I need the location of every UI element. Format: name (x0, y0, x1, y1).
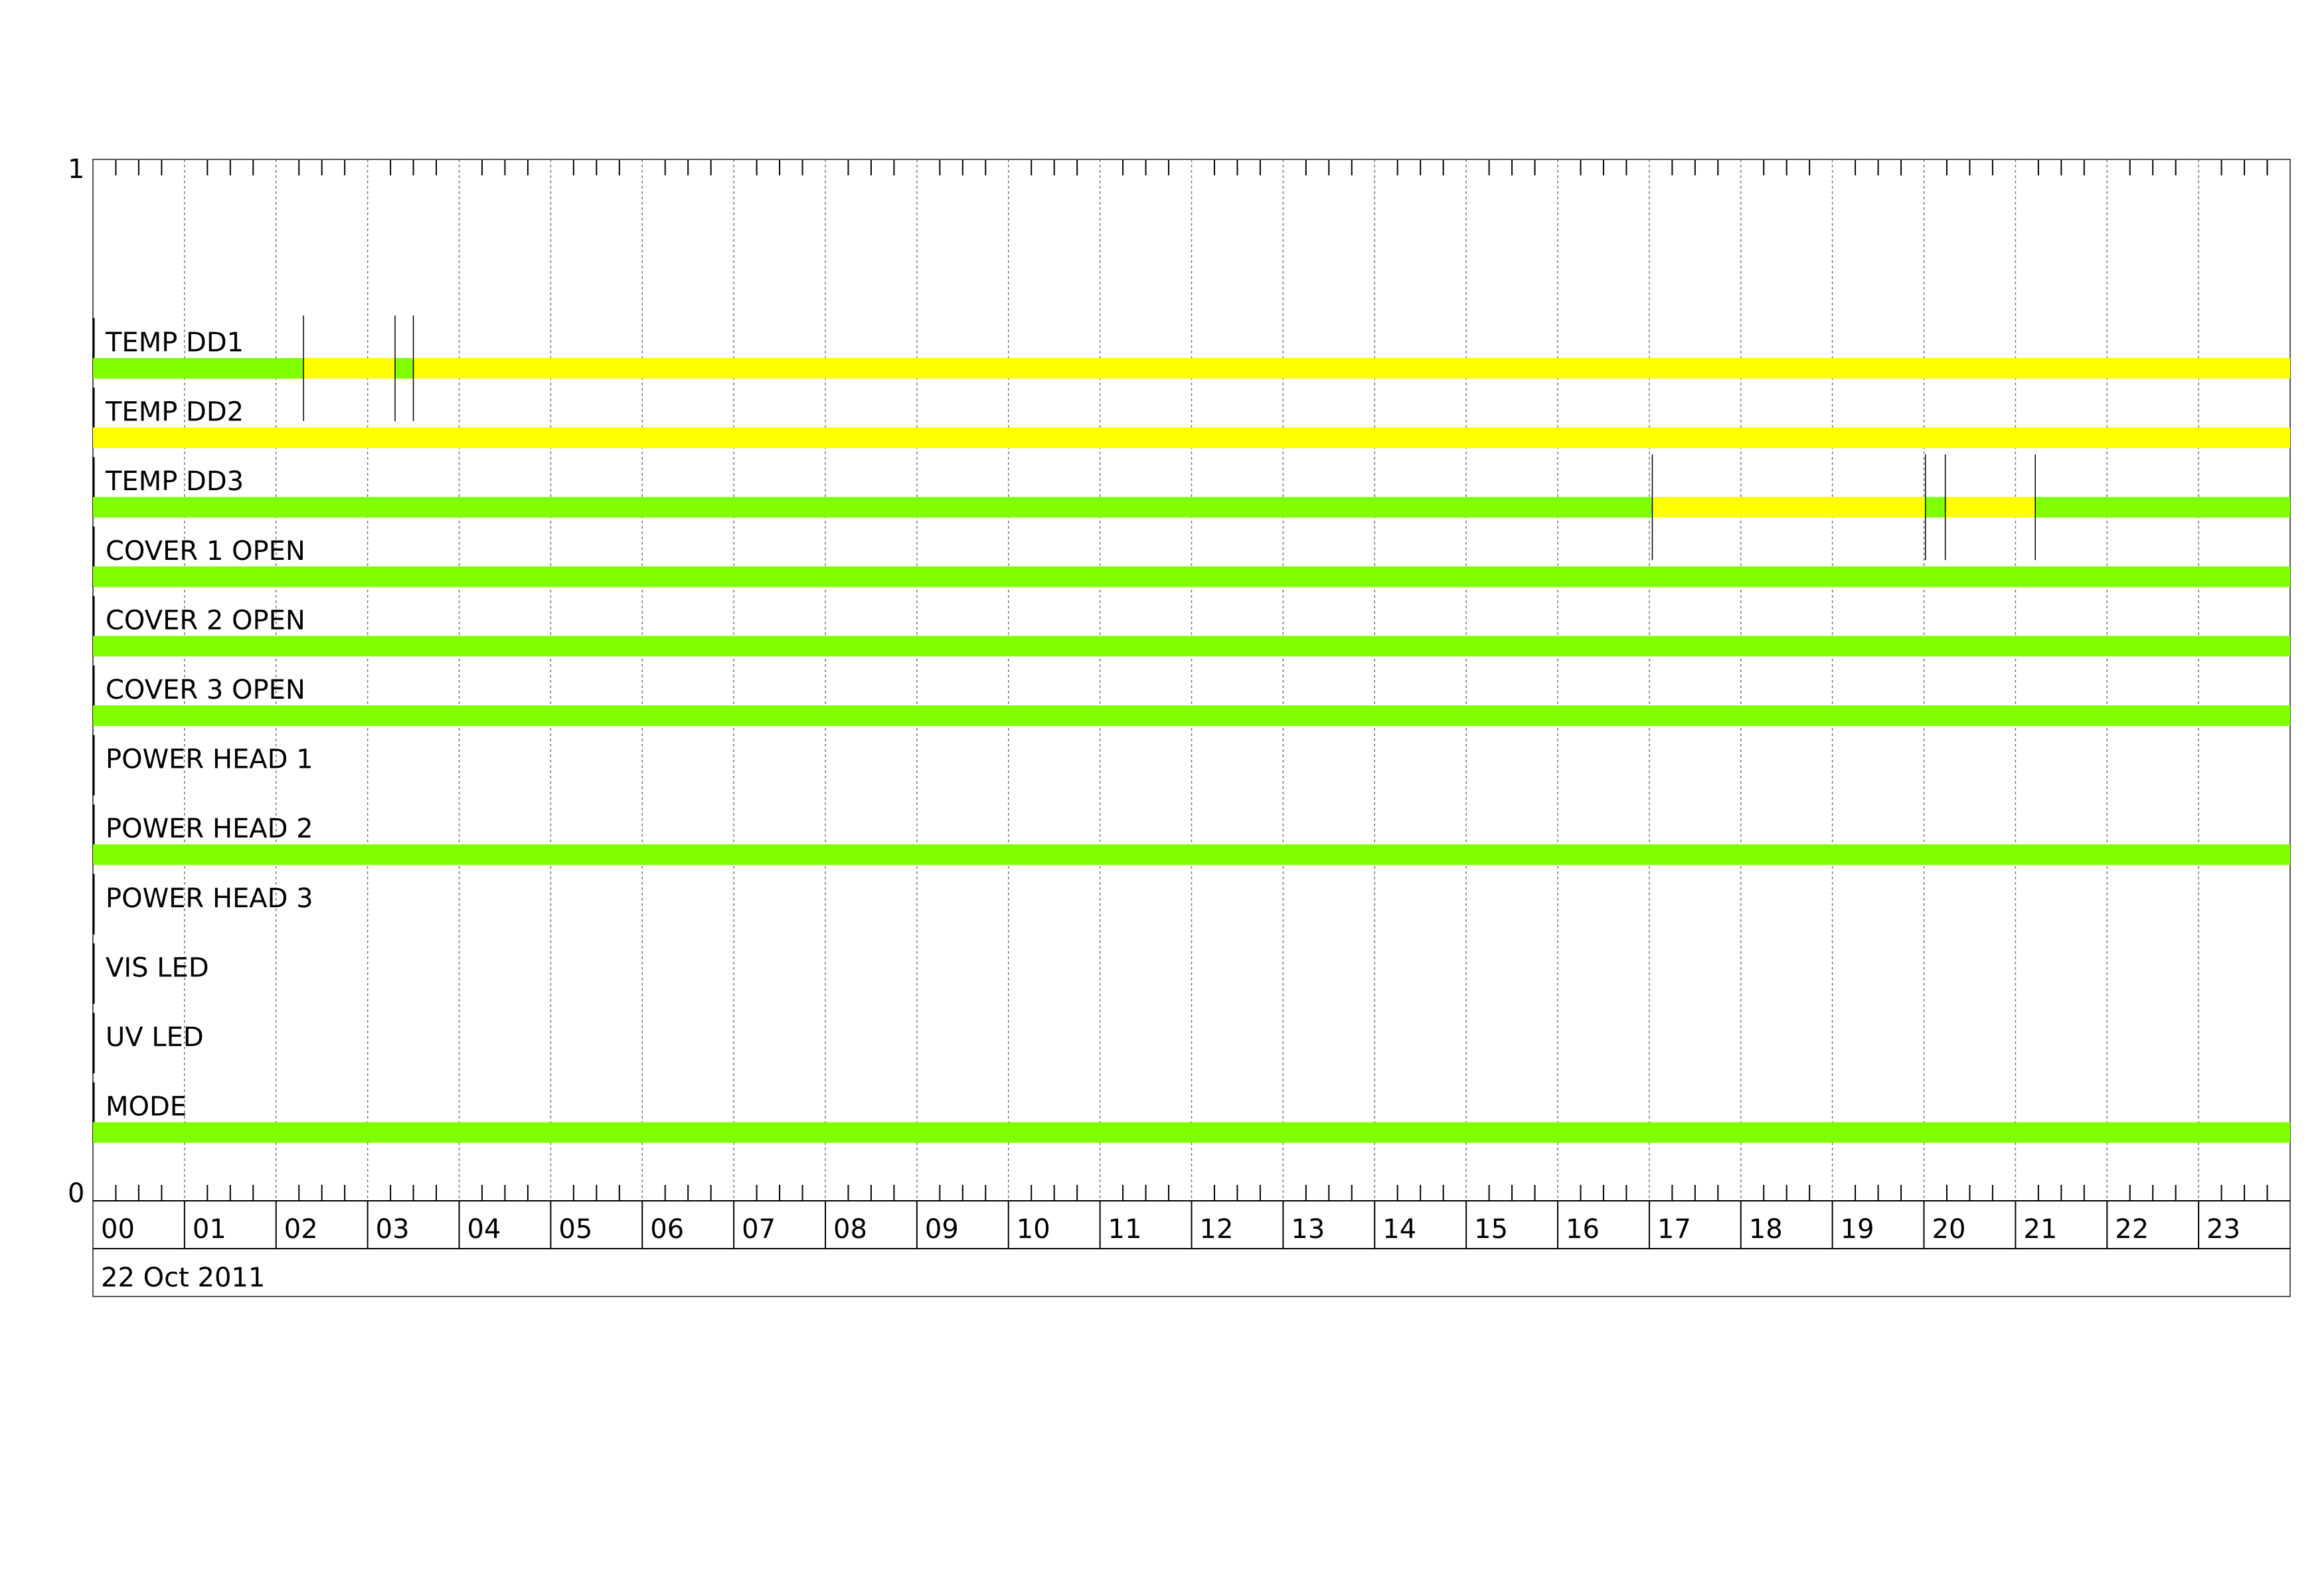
x-tick-label: 01 (193, 1214, 226, 1245)
state-segment (93, 844, 2290, 865)
state-segment (394, 358, 414, 379)
plot-frame (92, 159, 2291, 1297)
row-label: UV LED (106, 1022, 204, 1053)
x-tick-label: 06 (650, 1214, 684, 1245)
x-tick-label: 17 (1657, 1214, 1691, 1245)
x-tick-label: 18 (1749, 1214, 1783, 1245)
row-label: TEMP DD1 (105, 327, 244, 358)
x-tick-label: 22 (2115, 1214, 2149, 1245)
state-segment (93, 705, 2290, 726)
y-tick-1: 1 (68, 154, 84, 185)
state-segment (93, 497, 1653, 518)
state-segment (2035, 497, 2290, 518)
date-label: 22 Oct 2011 (101, 1263, 265, 1293)
row-label: COVER 2 OPEN (106, 605, 305, 636)
x-tick-label: 23 (2206, 1214, 2240, 1245)
state-segment (93, 1122, 2290, 1143)
state-segment (303, 358, 395, 379)
x-tick-label: 16 (1566, 1214, 1600, 1245)
x-tick-label: 21 (2023, 1214, 2057, 1245)
row-label: POWER HEAD 3 (106, 883, 313, 914)
state-segment (1652, 497, 1926, 518)
row-label: TEMP DD2 (105, 397, 244, 428)
x-tick-label: 07 (742, 1214, 776, 1245)
x-tick-label: 12 (1200, 1214, 1234, 1245)
x-tick-label: 14 (1382, 1214, 1416, 1245)
x-tick-label: 13 (1291, 1214, 1325, 1245)
x-tick-label: 09 (925, 1214, 959, 1245)
x-tick-label: 20 (1932, 1214, 1966, 1245)
state-segment (93, 566, 2290, 587)
row-label: COVER 1 OPEN (106, 536, 305, 567)
state-segment (93, 427, 2290, 448)
x-tick-label: 05 (558, 1214, 592, 1245)
x-tick-label: 00 (101, 1214, 135, 1245)
row-label: MODE (106, 1092, 187, 1122)
state-segment (413, 358, 2290, 379)
state-segment (93, 636, 2290, 657)
x-tick-label: 10 (1017, 1214, 1050, 1245)
x-tick-label: 03 (376, 1214, 410, 1245)
state-segment (1925, 497, 1946, 518)
row-label: COVER 3 OPEN (106, 675, 305, 705)
x-tick-label: 15 (1474, 1214, 1508, 1245)
state-segment (1945, 497, 2036, 518)
row-label: VIS LED (106, 952, 209, 983)
row-label: POWER HEAD 1 (106, 745, 313, 775)
row-label: POWER HEAD 2 (106, 814, 313, 844)
x-tick-label: 02 (284, 1214, 318, 1245)
y-tick-0: 0 (68, 1178, 84, 1209)
x-tick-label: 04 (467, 1214, 501, 1245)
x-tick-label: 19 (1841, 1214, 1874, 1245)
row-label: TEMP DD3 (105, 466, 244, 497)
state-segment (93, 358, 304, 379)
x-tick-label: 11 (1108, 1214, 1142, 1245)
x-tick-label: 08 (833, 1214, 867, 1245)
